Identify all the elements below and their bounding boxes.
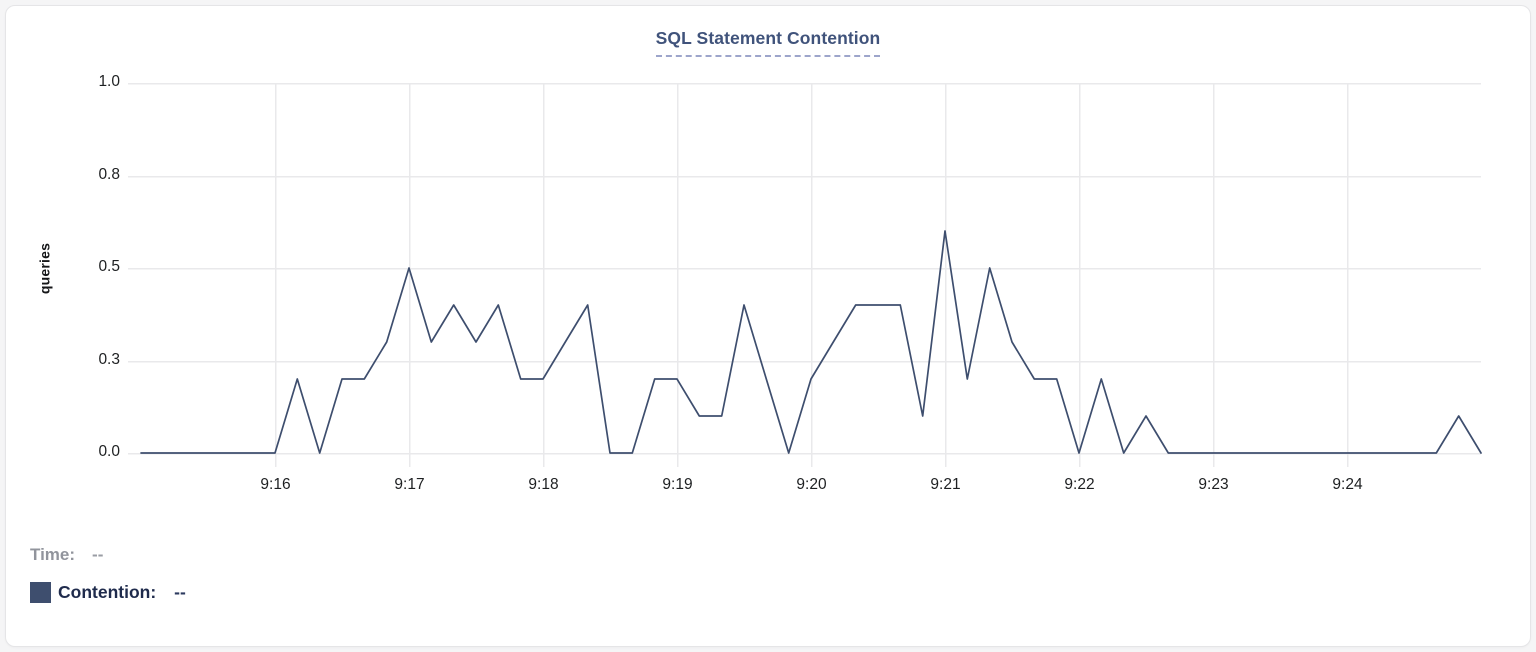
x-tick-label: 9:24: [1332, 476, 1363, 493]
y-tick-label: 0.3: [98, 350, 120, 368]
chart-plot-area[interactable]: [141, 83, 1481, 453]
y-tick-label: 0.0: [98, 443, 120, 460]
chart-card: [5, 5, 1531, 647]
chart-legend: Time: -- Contention: --: [30, 545, 186, 603]
x-tick-label: 9:21: [930, 476, 961, 493]
x-tick-label: 9:22: [1064, 476, 1095, 493]
chart-header: SQL Statement Contention: [0, 28, 1536, 57]
y-tick-label: 0.8: [98, 165, 120, 183]
x-tick-label: 9:23: [1198, 476, 1229, 493]
legend-contention-row: Contention: --: [30, 582, 186, 603]
x-tick-label: 9:18: [528, 476, 559, 493]
legend-time-label: Time:: [30, 545, 76, 564]
x-tick-label: 9:16: [260, 476, 291, 493]
contention-series-swatch: [30, 582, 51, 603]
y-tick-label: 0.5: [98, 258, 120, 275]
legend-time-value: --: [92, 545, 104, 564]
legend-contention-label: Contention:: [58, 582, 157, 602]
y-axis-title: queries: [36, 242, 53, 295]
x-tick-label: 9:19: [662, 476, 693, 493]
y-tick-label: 1.0: [98, 73, 120, 90]
vertical-gridlines: [274, 83, 1349, 467]
legend-contention-value: --: [174, 582, 186, 602]
contention-series-line: [140, 230, 1482, 454]
legend-time-row: Time: --: [30, 545, 186, 565]
x-tick-label: 9:20: [796, 476, 827, 493]
x-tick-label: 9:17: [394, 476, 425, 493]
horizontal-gridlines: [128, 82, 1481, 455]
chart-title[interactable]: SQL Statement Contention: [655, 28, 881, 57]
